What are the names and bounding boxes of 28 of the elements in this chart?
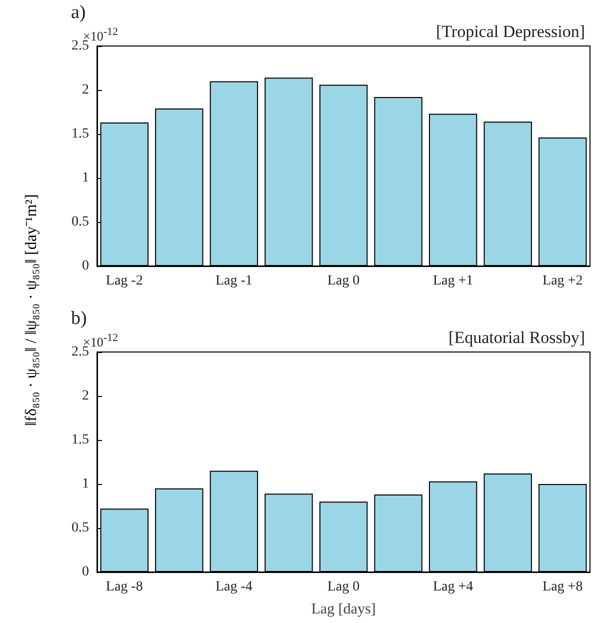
x-axis-title: Lag [days] (311, 602, 376, 618)
y-tick-label: 1 (82, 170, 89, 186)
y-tick-label: 2 (82, 82, 89, 98)
y-tick-label: 0 (82, 258, 89, 274)
x-tick-label: Lag -1 (215, 274, 252, 288)
x-tick-label: Lag 0 (327, 274, 360, 288)
text: a) (71, 2, 86, 24)
y-tick-label: 0 (82, 564, 89, 580)
x-tick-label: Lag 0 (327, 580, 360, 594)
x-tick-label: Lag +2 (542, 274, 583, 288)
x-tick-label: Lag +1 (432, 274, 474, 288)
chart-title: [Equatorial Rossby] (448, 328, 586, 347)
y-tick-label: 0.5 (72, 520, 89, 536)
x-tick-label: Lag -4 (215, 580, 252, 594)
y-axis-title: ‖fδ₈₅₀ · ψ₈₅₀‖ / ‖ψ₈₅₀ · ψ₈₅₀‖ [day⁻¹m²] (22, 194, 41, 426)
y-tick-label: 1.5 (72, 126, 89, 142)
x-tick-label: Lag +4 (432, 580, 474, 594)
y-tick-label: 2.5 (72, 38, 89, 54)
text: b) (71, 308, 87, 330)
y-tick-label: 2 (82, 388, 89, 404)
y-tick-label: 2.5 (72, 344, 89, 360)
x-tick-label: Lag +8 (542, 580, 583, 594)
chart-title: [Tropical Depression] (436, 22, 586, 41)
y-tick-label: 0.5 (72, 214, 89, 230)
x-tick-label: Lag -8 (106, 580, 143, 594)
y-tick-label: 1.5 (72, 432, 89, 448)
y-tick-label: 1 (82, 476, 89, 492)
x-tick-label: Lag -2 (106, 274, 143, 288)
